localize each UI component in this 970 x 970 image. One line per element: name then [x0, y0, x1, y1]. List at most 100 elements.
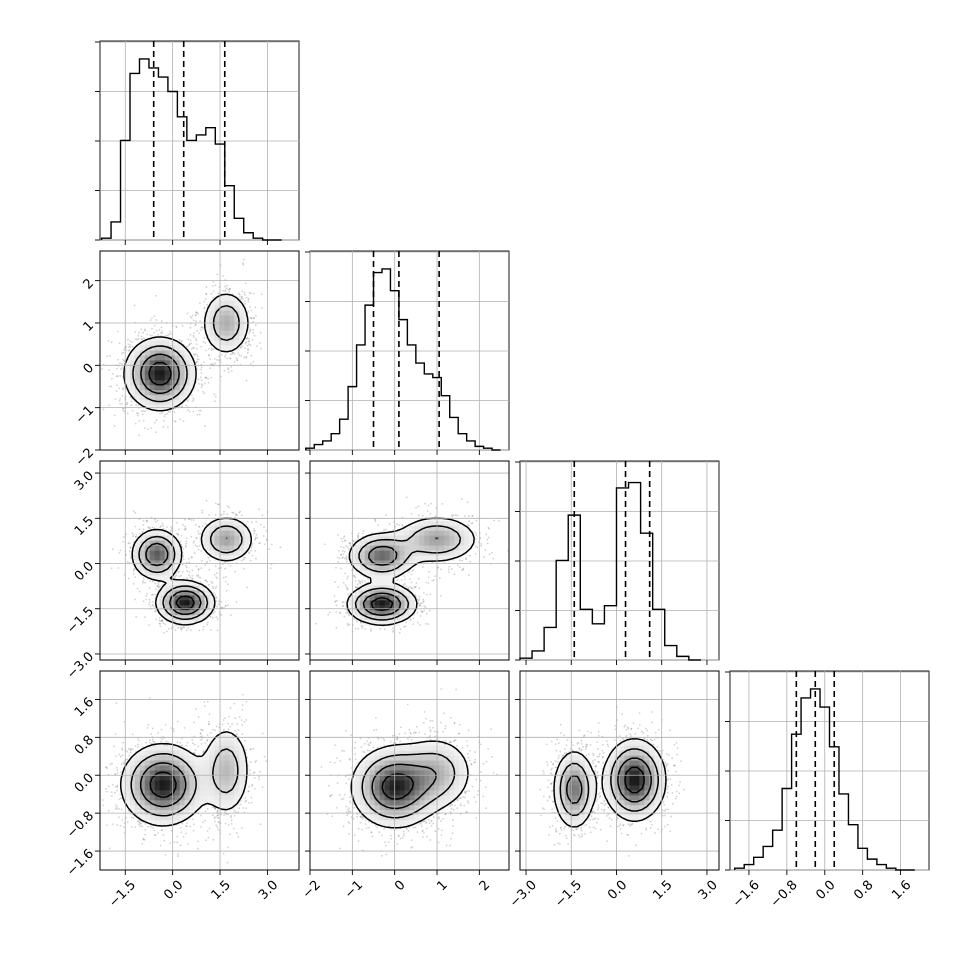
scatter-point — [232, 511, 235, 514]
density-cell — [219, 310, 225, 317]
scatter-point — [198, 525, 200, 528]
scatter-point — [154, 582, 157, 585]
scatter-point — [252, 328, 255, 331]
scatter-point — [155, 329, 158, 332]
scatter-point — [185, 629, 188, 632]
scatter-point — [175, 532, 178, 535]
scatter-point — [234, 570, 236, 573]
scatter-point — [192, 410, 195, 413]
scatter-point — [200, 363, 203, 366]
scatter-point — [358, 580, 360, 582]
density-cell — [134, 375, 141, 381]
panel-border — [99, 250, 300, 451]
scatter-point — [151, 526, 154, 529]
density-cell — [129, 350, 136, 356]
scatter-point — [246, 520, 249, 523]
scatter-point — [209, 559, 211, 562]
scatter-point — [429, 609, 431, 612]
scatter-point — [247, 310, 250, 313]
density-cell — [174, 375, 181, 381]
scatter-point — [186, 409, 189, 411]
density-cell — [219, 545, 225, 551]
density-cell — [184, 355, 190, 361]
scatter-point — [118, 399, 121, 402]
density-cell — [139, 535, 146, 542]
density-cell — [229, 530, 235, 537]
scatter-point — [127, 577, 130, 580]
scatter-panel-2-1 — [305, 460, 510, 665]
scatter-point — [138, 518, 141, 521]
scatter-point — [209, 615, 212, 618]
scatter-point — [119, 362, 121, 365]
scatter-point — [202, 390, 204, 393]
density-cell — [229, 325, 235, 332]
scatter-point — [115, 390, 118, 392]
density-cell — [159, 395, 166, 401]
density-cell — [164, 535, 171, 542]
scatter-point — [190, 556, 193, 558]
scatter-point — [131, 532, 134, 534]
scatter-point — [247, 299, 250, 301]
density-cell — [159, 385, 166, 391]
scatter-point — [155, 319, 158, 321]
scatter-point — [454, 514, 457, 517]
density-cell — [144, 555, 151, 561]
density-cell — [189, 370, 195, 376]
density-cell — [149, 385, 156, 391]
density-cell — [164, 390, 171, 396]
density-cell — [124, 360, 131, 366]
scatter-point — [214, 358, 216, 360]
scatter-point — [192, 334, 195, 337]
scatter-point — [252, 331, 255, 334]
scatter-point — [182, 558, 185, 560]
scatter-point — [158, 619, 161, 622]
scatter-point — [244, 347, 247, 350]
scatter-point — [235, 357, 238, 360]
scatter-point — [217, 292, 220, 294]
density-cell — [204, 330, 210, 336]
density-cell — [134, 540, 141, 546]
scatter-point — [228, 288, 231, 291]
scatter-point — [323, 543, 326, 546]
scatter-point — [204, 564, 207, 566]
density-cell — [164, 605, 171, 611]
density-cell — [179, 585, 185, 591]
scatter-point — [137, 412, 140, 415]
scatter-point — [250, 317, 253, 319]
scatter-point — [186, 577, 188, 579]
scatter-point — [337, 586, 340, 588]
scatter-point — [251, 542, 254, 545]
density-cell — [204, 540, 210, 546]
density-cell — [149, 575, 156, 581]
scatter-point — [225, 589, 228, 592]
scatter-point — [142, 523, 145, 526]
scatter-point — [254, 530, 256, 532]
scatter-point — [168, 333, 171, 336]
scatter-point — [205, 286, 208, 289]
density-cell — [124, 375, 131, 381]
scatter-point — [195, 353, 198, 356]
scatter-point — [194, 353, 197, 356]
scatter-point — [418, 603, 421, 606]
scatter-point — [134, 598, 137, 601]
scatter-point — [197, 389, 200, 392]
density-cell — [229, 295, 235, 302]
scatter-point — [314, 622, 317, 625]
scatter-point — [141, 410, 143, 412]
scatter-point — [175, 574, 178, 577]
scatter-point — [209, 367, 212, 370]
density-cell — [149, 555, 156, 561]
scatter-point — [250, 362, 252, 365]
scatter-point — [451, 515, 454, 518]
scatter-point — [197, 548, 200, 551]
density-cell — [239, 530, 245, 537]
scatter-point — [198, 629, 201, 632]
density-cell — [144, 365, 151, 371]
density-cell — [239, 335, 245, 341]
scatter-point — [211, 582, 214, 584]
density-cell — [214, 335, 220, 341]
density-cell — [154, 545, 161, 551]
density-cell — [159, 355, 166, 361]
density-cell — [214, 520, 220, 527]
scatter-point — [421, 610, 424, 613]
